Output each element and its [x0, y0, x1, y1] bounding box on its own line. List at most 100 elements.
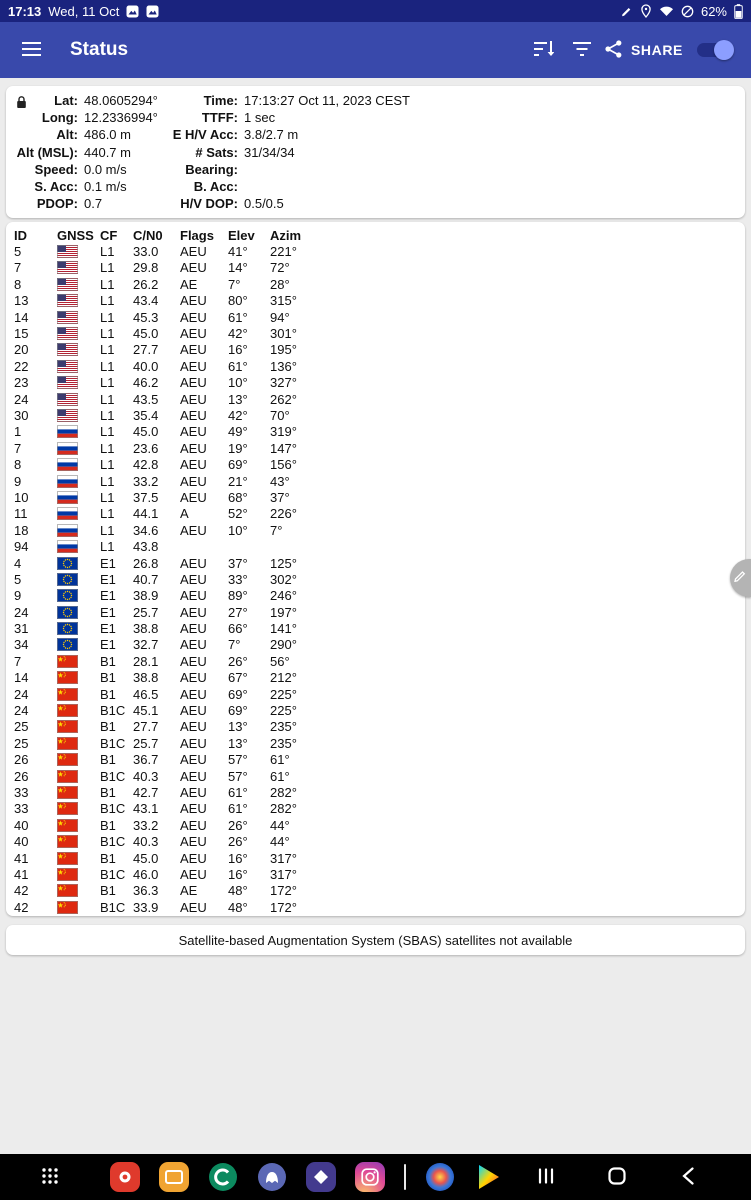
sort-button[interactable]: [525, 31, 563, 69]
recents-button[interactable]: [531, 1162, 561, 1192]
sat-flags: AEU: [180, 899, 207, 915]
back-button[interactable]: [673, 1162, 703, 1192]
sat-cn0: 38.9: [133, 588, 159, 604]
table-row: 30 L1 35.4 AEU 42° 70°: [14, 407, 745, 423]
flag-cn-icon: [57, 884, 100, 898]
share-icon: [605, 39, 622, 61]
sat-cf: L1: [100, 522, 115, 538]
sat-id: 25: [14, 719, 29, 735]
sat-cf: B1C: [100, 899, 126, 915]
sat-elev: 10°: [228, 522, 248, 538]
home-icon: [608, 1166, 626, 1188]
gps-toggle[interactable]: [697, 40, 734, 60]
info-label: E H/V Acc:: [172, 127, 238, 143]
sat-cf: E1: [100, 637, 116, 653]
sat-cn0: 25.7: [133, 735, 159, 751]
info-value: 0.5/0.5: [244, 196, 284, 212]
info-label: TTFF:: [201, 110, 238, 126]
nav-buttons: [531, 1162, 703, 1192]
sat-azim: 156°: [270, 457, 297, 473]
sat-cn0: 33.2: [133, 817, 159, 833]
flag-cn-icon: [57, 704, 100, 718]
camera-app[interactable]: [355, 1162, 385, 1192]
sat-id: 9: [14, 588, 22, 604]
sat-azim: 282°: [270, 784, 297, 800]
sat-id: 23: [14, 375, 29, 391]
flag-cn-icon: [57, 736, 100, 750]
lock-icon: [15, 95, 28, 114]
sat-elev: 19°: [228, 440, 248, 456]
sat-cf: L1: [100, 326, 115, 342]
flag-ru-icon: [57, 441, 100, 455]
info-label: Lat:: [54, 93, 78, 108]
sat-id: 40: [14, 834, 29, 850]
sat-azim: 225°: [270, 703, 297, 719]
sat-flags: AEU: [180, 752, 207, 768]
flag-ru-icon: [57, 474, 100, 488]
table-row: 15 L1 45.0 AEU 42° 301°: [14, 325, 745, 341]
sat-cf: E1: [100, 604, 116, 620]
sat-cf: B1: [100, 670, 116, 686]
home-button[interactable]: [602, 1162, 632, 1192]
sat-cn0: 34.6: [133, 522, 159, 538]
sat-cn0: 33.2: [133, 473, 159, 489]
sat-cf: L1: [100, 473, 115, 489]
edit-fab[interactable]: [730, 559, 751, 597]
sat-cf: B1C: [100, 703, 126, 719]
dock-divider: [404, 1164, 406, 1190]
sat-azim: 302°: [270, 571, 297, 587]
browser-app[interactable]: [425, 1162, 455, 1192]
sat-cf: L1: [100, 244, 115, 260]
info-label: H/V DOP:: [180, 196, 238, 212]
sat-elev: 14°: [228, 260, 248, 276]
play-store[interactable]: [474, 1162, 504, 1192]
sat-cf: L1: [100, 440, 115, 456]
sat-cf: L1: [100, 407, 115, 423]
chat-app[interactable]: [257, 1162, 287, 1192]
table-row: 7 B1 28.1 AEU 26° 56°: [14, 653, 745, 669]
menu-button[interactable]: [12, 31, 50, 69]
sat-cf: E1: [100, 621, 116, 637]
sat-azim: 226°: [270, 506, 297, 522]
sat-elev: 13°: [228, 391, 248, 407]
table-row: 31 E1 38.8 AEU 66° 141°: [14, 620, 745, 636]
filter-button[interactable]: [563, 31, 601, 69]
amber-app[interactable]: [159, 1162, 189, 1192]
green-app[interactable]: [208, 1162, 238, 1192]
sat-id: 42: [14, 899, 29, 915]
sat-azim: 282°: [270, 801, 297, 817]
flag-cn-icon: [57, 654, 100, 668]
status-date: Wed, 11 Oct: [48, 3, 120, 19]
sat-cf: B1: [100, 686, 116, 702]
sat-cf: B1: [100, 784, 116, 800]
sat-elev: 7°: [228, 276, 241, 292]
sat-cn0: 43.1: [133, 801, 159, 817]
sat-elev: 69°: [228, 686, 248, 702]
flag-eu-icon: [57, 556, 100, 570]
sat-azim: 61°: [270, 768, 290, 784]
sat-elev: 80°: [228, 293, 248, 309]
sat-azim: 301°: [270, 326, 297, 342]
app-drawer-button[interactable]: [36, 1163, 64, 1191]
sat-id: 26: [14, 768, 29, 784]
sat-elev: 16°: [228, 342, 248, 358]
sat-elev: 67°: [228, 670, 248, 686]
purple-app[interactable]: [306, 1162, 336, 1192]
info-label: B. Acc:: [193, 179, 238, 195]
table-row: 23 L1 46.2 AEU 10° 327°: [14, 375, 745, 391]
sat-cf: B1C: [100, 735, 126, 751]
red-app[interactable]: [110, 1162, 140, 1192]
sat-flags: AEU: [180, 457, 207, 473]
sat-azim: 197°: [270, 604, 297, 620]
sat-id: 42: [14, 883, 29, 899]
share-button[interactable]: SHARE: [605, 39, 683, 61]
recents-icon: [538, 1167, 554, 1187]
sat-elev: 10°: [228, 375, 248, 391]
sat-cn0: 27.7: [133, 719, 159, 735]
flag-us-icon: [57, 408, 100, 422]
info-value: 12.2336994°: [84, 110, 158, 126]
table-row: 24 E1 25.7 AEU 27° 197°: [14, 604, 745, 620]
table-row: 22 L1 40.0 AEU 61° 136°: [14, 358, 745, 374]
sat-cn0: 37.5: [133, 489, 159, 505]
table-row: 18 L1 34.6 AEU 10° 7°: [14, 522, 745, 538]
